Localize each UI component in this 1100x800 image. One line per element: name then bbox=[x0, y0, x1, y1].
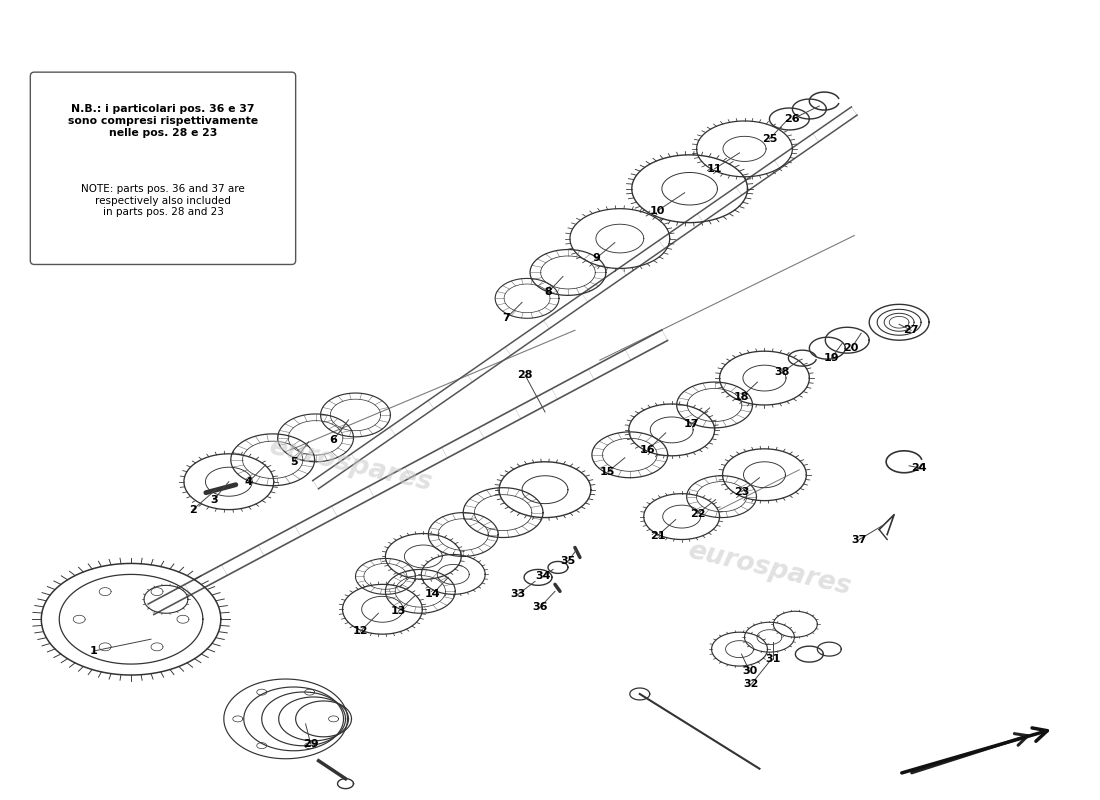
Text: 9: 9 bbox=[592, 254, 600, 263]
Text: eurospares: eurospares bbox=[266, 434, 434, 496]
Text: 7: 7 bbox=[503, 314, 510, 323]
Text: eurospares: eurospares bbox=[685, 538, 854, 601]
Text: 36: 36 bbox=[532, 602, 548, 612]
Text: 35: 35 bbox=[560, 557, 575, 566]
Text: 18: 18 bbox=[734, 392, 749, 402]
Text: 15: 15 bbox=[601, 466, 616, 477]
Text: 29: 29 bbox=[302, 739, 318, 749]
Text: 30: 30 bbox=[741, 666, 757, 676]
Text: 23: 23 bbox=[734, 486, 749, 497]
Text: 3: 3 bbox=[210, 494, 218, 505]
Text: 12: 12 bbox=[353, 626, 369, 636]
Text: 16: 16 bbox=[640, 445, 656, 455]
Text: 28: 28 bbox=[517, 370, 532, 380]
Text: 25: 25 bbox=[762, 134, 777, 144]
Text: N.B.: i particolari pos. 36 e 37
sono compresi rispettivamente
nelle pos. 28 e 2: N.B.: i particolari pos. 36 e 37 sono co… bbox=[68, 104, 258, 138]
Text: 19: 19 bbox=[824, 353, 839, 363]
Text: 2: 2 bbox=[189, 505, 197, 514]
Text: 33: 33 bbox=[510, 590, 526, 599]
Text: 34: 34 bbox=[536, 571, 551, 582]
Text: 21: 21 bbox=[650, 530, 666, 541]
Text: 6: 6 bbox=[330, 435, 338, 445]
FancyBboxPatch shape bbox=[31, 72, 296, 265]
Text: 1: 1 bbox=[89, 646, 97, 656]
Text: 31: 31 bbox=[766, 654, 781, 664]
Text: 5: 5 bbox=[289, 457, 297, 466]
Text: 8: 8 bbox=[544, 287, 552, 298]
Text: 20: 20 bbox=[844, 343, 859, 353]
Text: 24: 24 bbox=[911, 462, 927, 473]
Text: 27: 27 bbox=[903, 326, 918, 335]
Text: 26: 26 bbox=[784, 114, 800, 124]
Text: 32: 32 bbox=[744, 679, 759, 689]
Text: 14: 14 bbox=[425, 590, 440, 599]
Text: 37: 37 bbox=[851, 534, 867, 545]
Text: 4: 4 bbox=[245, 477, 253, 486]
Text: 11: 11 bbox=[707, 164, 723, 174]
Text: NOTE: parts pos. 36 and 37 are
respectively also included
in parts pos. 28 and 2: NOTE: parts pos. 36 and 37 are respectiv… bbox=[81, 184, 245, 218]
Text: 10: 10 bbox=[650, 206, 666, 216]
Text: 17: 17 bbox=[684, 419, 700, 429]
Text: 22: 22 bbox=[690, 509, 705, 518]
Text: 38: 38 bbox=[774, 367, 790, 377]
Text: 13: 13 bbox=[390, 606, 406, 616]
